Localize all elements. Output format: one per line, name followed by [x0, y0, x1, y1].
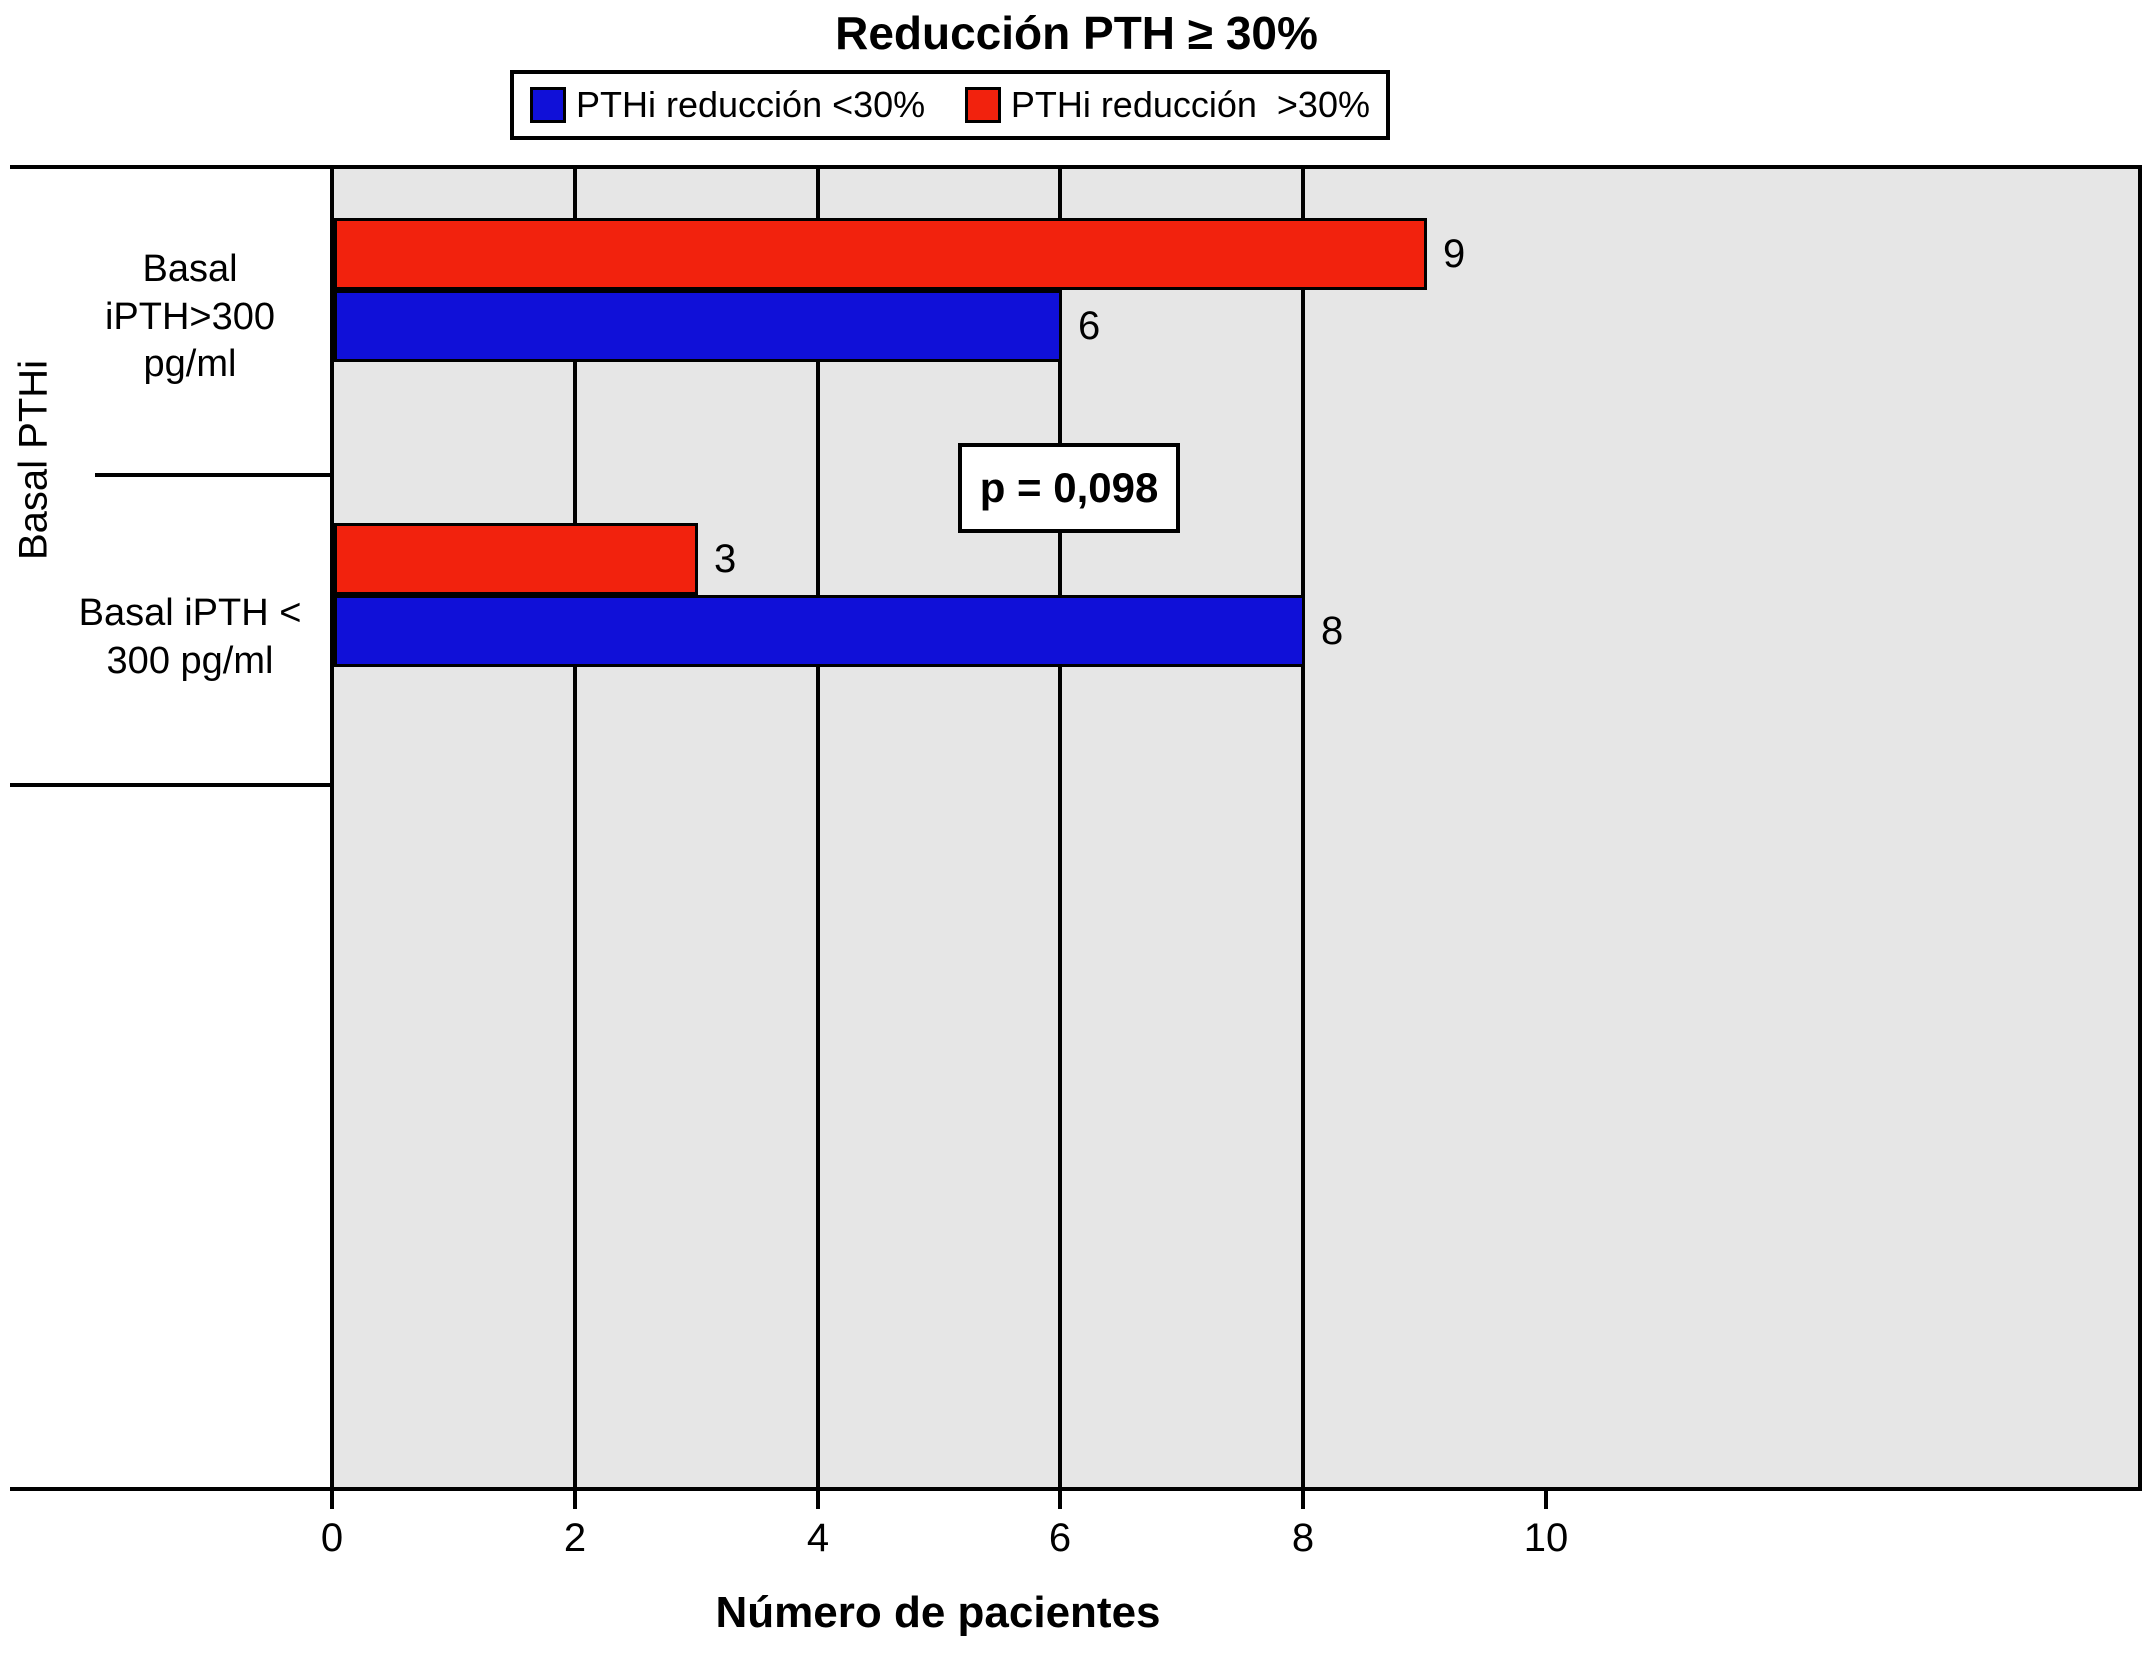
gridline-x-6	[1058, 165, 1062, 1487]
bar-blue-gt300	[334, 290, 1062, 362]
x-tick-mark-2	[573, 1491, 577, 1509]
x-tick-label-10: 10	[1523, 1516, 1569, 1560]
category-separator-line	[10, 783, 330, 787]
category-label-lt300: Basal iPTH < 300 pg/ml	[78, 592, 302, 682]
y-axis-title: Basal PTHi	[11, 359, 56, 561]
bar-row: 8	[334, 595, 1343, 667]
bar-row: 6	[334, 290, 1100, 362]
bar-value-label: 9	[1443, 231, 1466, 276]
bar-red-lt300	[334, 523, 698, 595]
bar-value-label: 3	[714, 536, 737, 581]
x-tick-mark-8	[1301, 1491, 1305, 1509]
x-tick-mark-6	[1058, 1491, 1062, 1509]
legend-item-blue: PTHi reducción <30%	[530, 84, 925, 126]
x-tick-mark-4	[816, 1491, 820, 1509]
gridline-x-2	[573, 165, 577, 1487]
category-label-gt300: Basal iPTH>300 pg/ml	[104, 248, 276, 385]
bar-red-gt300	[334, 218, 1427, 290]
legend: PTHi reducción <30% PTHi reducción >30%	[510, 70, 1390, 140]
bar-value-label: 6	[1078, 303, 1101, 348]
x-tick-label-2: 2	[563, 1516, 587, 1560]
gridline-x-4	[816, 165, 820, 1487]
legend-item-red: PTHi reducción >30%	[964, 84, 1370, 126]
x-tick-label-8: 8	[1291, 1516, 1315, 1560]
x-tick-label-4: 4	[806, 1516, 830, 1560]
x-tick-mark-10	[1544, 1491, 1548, 1509]
x-tick-label-6: 6	[1048, 1516, 1072, 1560]
bar-value-label: 8	[1321, 608, 1344, 653]
bar-row: 3	[334, 523, 736, 595]
p-value-annotation: p = 0,098	[958, 443, 1180, 533]
gridline-x-8	[1301, 165, 1305, 1487]
legend-swatch-blue-icon	[530, 87, 566, 123]
bar-row: 9	[334, 218, 1465, 290]
frame-top-line	[10, 165, 2142, 169]
legend-label-red: PTHi reducción >30%	[1010, 84, 1370, 125]
x-axis-title: Número de pacientes	[715, 1588, 1161, 1637]
legend-label-blue: PTHi reducción <30%	[576, 84, 926, 125]
bar-blue-lt300	[334, 595, 1305, 667]
legend-swatch-red-icon	[964, 87, 1001, 123]
plot-area	[330, 165, 2142, 1491]
x-tick-mark-0	[330, 1491, 334, 1509]
chart-title: Reducción PTH ≥ 30%	[835, 7, 1318, 59]
category-separator-line	[95, 473, 330, 477]
x-tick-label-0: 0	[320, 1516, 344, 1560]
x-axis-line	[10, 1487, 2142, 1491]
